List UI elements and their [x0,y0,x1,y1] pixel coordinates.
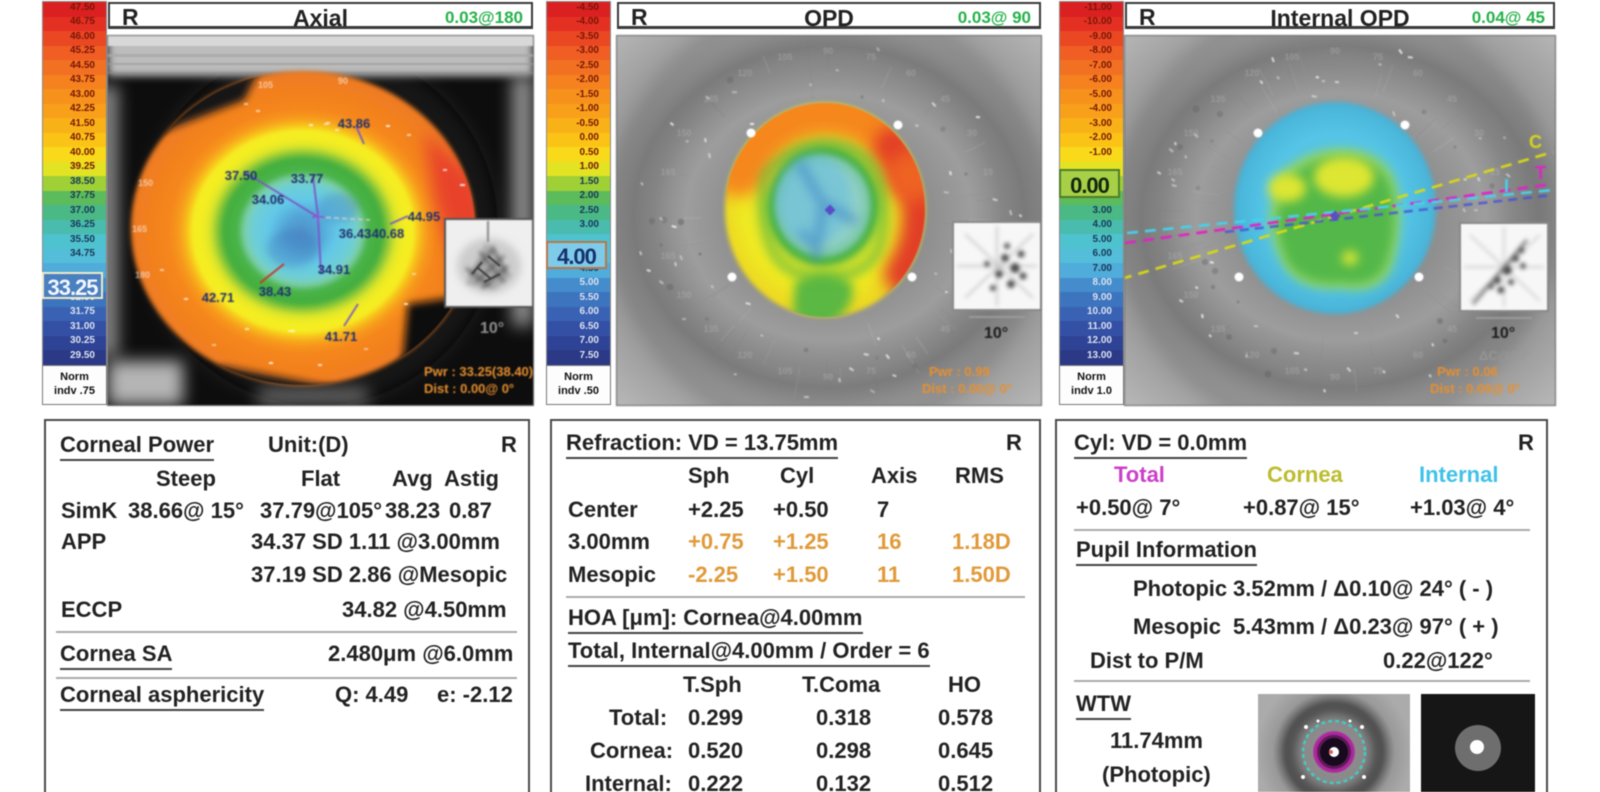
svg-text:C: C [1529,132,1542,152]
svg-text:150: 150 [1183,290,1198,300]
svg-text:T: T [1535,163,1546,183]
svg-text:165: 165 [132,224,147,234]
svg-text:45: 45 [940,324,950,334]
svg-text:105: 105 [258,80,273,90]
svg-text:15: 15 [1490,167,1500,177]
svg-text:75: 75 [1373,52,1383,62]
svg-text:33.77: 33.77 [291,171,324,186]
svg-text:30: 30 [1474,128,1484,138]
svg-text:60: 60 [906,350,916,360]
svg-text:10°: 10° [1491,325,1515,342]
svg-text:180: 180 [135,270,150,280]
svg-text:135: 135 [703,324,718,334]
svg-text:I: I [1504,176,1509,196]
svg-text:10°: 10° [984,325,1008,342]
svg-text:Dist : 0.00@ 0°: Dist : 0.00@ 0° [424,381,514,396]
svg-text:37.50: 37.50 [225,168,258,183]
svg-text:120: 120 [737,68,752,78]
svg-text:135: 135 [1210,324,1225,334]
svg-text:150: 150 [676,290,691,300]
svg-text:43.86: 43.86 [338,116,371,131]
svg-text:Pwr : 0.99: Pwr : 0.99 [929,364,990,379]
svg-text:120: 120 [1244,68,1259,78]
svg-text:30: 30 [967,128,977,138]
svg-text:150: 150 [1183,128,1198,138]
svg-text:60: 60 [1413,68,1423,78]
svg-text:45: 45 [1447,94,1457,104]
svg-text:105: 105 [1284,52,1299,62]
svg-text:Pwr : 0.06: Pwr : 0.06 [1437,364,1498,379]
svg-text:10°: 10° [480,320,504,337]
svg-text:135: 135 [1210,94,1225,104]
svg-text:150: 150 [138,178,153,188]
svg-text:105: 105 [777,366,792,376]
svg-text:ΔC@23°: ΔC@23° [1479,348,1530,363]
svg-text:34.91: 34.91 [318,262,351,277]
svg-text:120: 120 [1244,350,1259,360]
svg-text:40.68: 40.68 [372,226,405,241]
svg-text:105: 105 [777,52,792,62]
svg-text:45: 45 [940,94,950,104]
svg-text:15: 15 [983,167,993,177]
svg-text:42.71: 42.71 [202,290,235,305]
svg-text:90: 90 [338,76,348,86]
svg-text:41.71: 41.71 [325,329,358,344]
svg-text:38.43: 38.43 [259,284,292,299]
svg-text:105: 105 [1284,366,1299,376]
svg-text:165: 165 [660,251,675,261]
svg-text:90: 90 [823,46,833,56]
svg-text:75: 75 [866,366,876,376]
svg-text:165: 165 [1167,251,1182,261]
svg-text:90: 90 [823,372,833,382]
svg-text:34.06: 34.06 [252,192,285,207]
svg-text:60: 60 [906,68,916,78]
svg-text:Dist : 0.00@ 0°: Dist : 0.00@ 0° [922,381,1012,396]
svg-text:60: 60 [1413,350,1423,360]
svg-text:90: 90 [1330,372,1340,382]
svg-text:45: 45 [1447,324,1457,334]
svg-text:90: 90 [1330,46,1340,56]
svg-text:36.43: 36.43 [339,226,372,241]
svg-text:Pwr : 33.25(38.40): Pwr : 33.25(38.40) [424,364,533,379]
svg-text:165: 165 [660,167,675,177]
svg-text:165: 165 [1167,167,1182,177]
svg-text:135: 135 [703,94,718,104]
svg-text:Dist : 0.00@ 0°: Dist : 0.00@ 0° [1430,381,1520,396]
svg-text:75: 75 [1373,366,1383,376]
svg-text:44.95: 44.95 [408,209,441,224]
svg-text:120: 120 [737,350,752,360]
svg-text:75: 75 [866,52,876,62]
svg-text:150: 150 [676,128,691,138]
